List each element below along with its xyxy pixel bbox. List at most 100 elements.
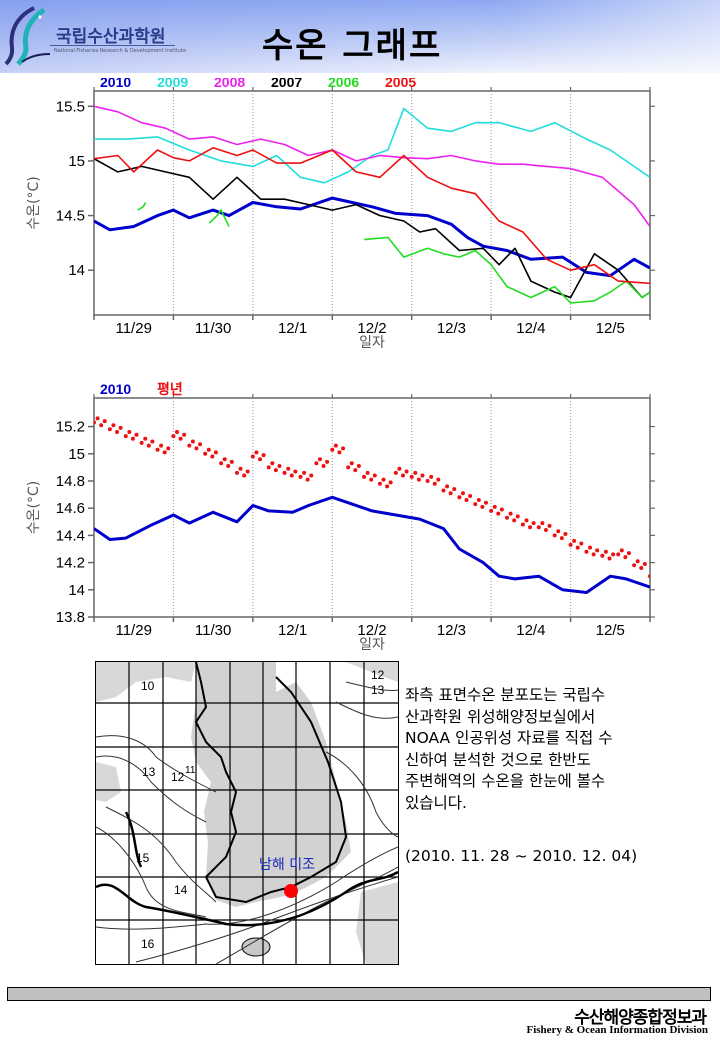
isotherm-thick (96, 811, 398, 927)
series-point-평년 (432, 481, 437, 486)
series-point-평년 (476, 498, 481, 503)
series-point-평년 (234, 470, 239, 475)
land-northeast (346, 662, 398, 682)
series-point-평년 (404, 469, 409, 474)
series-point-평년 (94, 420, 96, 425)
series-point-평년 (460, 491, 465, 496)
series-point-평년 (448, 491, 453, 496)
series-point-평년 (595, 548, 600, 553)
contour-label: 12 (371, 668, 385, 682)
legend-2006: 2006 (328, 78, 359, 90)
series-point-평년 (388, 480, 393, 485)
series-point-평년 (559, 536, 564, 541)
series-point-평년 (139, 440, 144, 445)
x-tick-label: 11/30 (195, 622, 231, 639)
series-line-2010 (94, 495, 650, 594)
series-point-평년 (436, 477, 441, 482)
x-tick-label: 12/2 (357, 622, 386, 639)
land-west (96, 762, 121, 802)
coastline (194, 662, 348, 904)
series-point-평년 (528, 525, 533, 530)
series-point-평년 (305, 477, 310, 482)
series-point-평년 (473, 502, 478, 507)
series-point-평년 (611, 552, 616, 557)
contour-label: 13 (142, 765, 156, 779)
series-point-평년 (584, 549, 589, 554)
location-marker[interactable] (284, 884, 298, 898)
series-point-평년 (623, 555, 628, 560)
series-point-평년 (362, 474, 367, 479)
series-point-평년 (222, 457, 227, 462)
division-name-kr: 수산해양종합정보과 (574, 1008, 707, 1028)
series-point-평년 (492, 504, 497, 509)
series-point-평년 (270, 461, 275, 466)
series-point-평년 (547, 523, 552, 528)
legend-2010: 2010 (100, 381, 131, 397)
legend-2008: 2008 (214, 78, 245, 90)
series-point-평년 (302, 470, 307, 475)
series-point-평년 (563, 532, 568, 537)
x-tick-label: 12/5 (596, 622, 625, 639)
series-point-평년 (457, 495, 462, 500)
contour-label: 11 (185, 765, 196, 776)
series-point-평년 (603, 549, 608, 554)
series-point-평년 (258, 457, 263, 462)
series-point-평년 (238, 466, 243, 471)
series-point-평년 (159, 443, 164, 448)
series-point-평년 (572, 538, 577, 543)
series-point-평년 (483, 500, 488, 505)
series-point-평년 (175, 430, 180, 435)
series-point-평년 (229, 459, 234, 464)
series-point-평년 (468, 493, 473, 498)
series-point-평년 (341, 446, 346, 451)
y-tick-label: 14.4 (56, 527, 85, 544)
series-point-평년 (543, 527, 548, 532)
series-point-평년 (416, 477, 421, 482)
isotherm-lines (96, 681, 398, 964)
series-point-평년 (146, 443, 151, 448)
series-point-평년 (166, 446, 171, 451)
legend-2009: 2009 (157, 78, 188, 90)
series-point-평년 (372, 473, 377, 478)
x-tick-label: 12/4 (516, 320, 545, 337)
legend-2007: 2007 (271, 78, 302, 90)
y-tick-label: 15.5 (56, 98, 85, 115)
series-point-평년 (393, 470, 398, 475)
series-point-평년 (99, 423, 104, 428)
land-japan (356, 882, 398, 964)
series-group (94, 105, 650, 304)
land-north (96, 662, 196, 702)
chart-yearly-comparison: 11/29 11/30 12/1 12/2 12/3 12/4 12/5 15.5 15 14.5… (26, 78, 655, 348)
series-line-2006 (364, 236, 650, 304)
series-point-평년 (286, 466, 291, 471)
series-point-평년 (143, 436, 148, 441)
series-line-2010 (94, 196, 650, 278)
contour-label: 15 (136, 851, 150, 865)
series-line-2007 (94, 158, 650, 299)
series-point-평년 (254, 450, 259, 455)
series-fragment-2006 (137, 202, 147, 211)
series-point-평년 (626, 551, 631, 556)
series-point-평년 (588, 545, 593, 550)
series-point-평년 (515, 514, 520, 519)
series-point-평년 (365, 470, 370, 475)
series-fragment-2006 (208, 208, 230, 227)
y-tick-label: 13.8 (56, 609, 85, 626)
series-point-평년 (397, 466, 402, 471)
series-point-평년 (171, 434, 176, 439)
description-line: NOAA 인공위성 자료를 직접 수 (405, 729, 613, 747)
location-label: 남해 미조 (259, 857, 315, 873)
y-tick-label: 14.6 (56, 500, 85, 517)
series-line-2008 (94, 105, 650, 227)
y-axis-title: 수온(°C) (26, 481, 42, 534)
series-point-평년 (107, 427, 112, 432)
series-point-평년 (524, 518, 529, 523)
series-point-평년 (409, 474, 414, 479)
series-point-평년 (420, 473, 425, 478)
series-point-평년 (655, 577, 659, 581)
series-point-평년 (575, 545, 580, 550)
series-point-평년 (356, 464, 361, 469)
series-point-평년 (508, 511, 513, 516)
series-point-평년 (579, 541, 584, 546)
series-point-평년 (178, 436, 183, 441)
